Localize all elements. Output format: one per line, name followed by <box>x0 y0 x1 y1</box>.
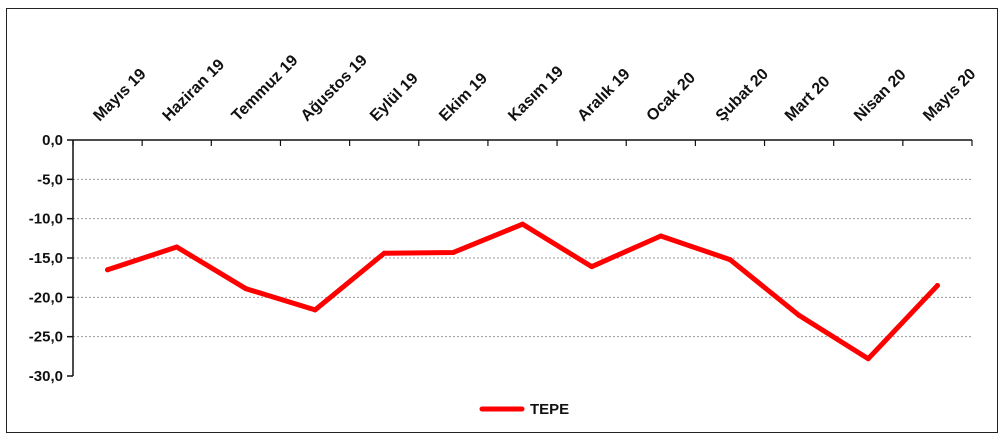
series-line-tepe <box>105 221 940 362</box>
legend-label: TEPE <box>530 401 569 418</box>
x-tick-label: Ekim 19 <box>436 70 491 125</box>
x-tick-label: Kasım 19 <box>505 63 567 125</box>
data-point <box>243 286 249 292</box>
x-tick-label: Aralık 19 <box>574 66 633 125</box>
x-tick-label: Haziran 19 <box>160 56 229 125</box>
data-point <box>450 249 456 255</box>
data-point <box>381 250 387 256</box>
y-tick-label: -10,0 <box>29 211 63 228</box>
data-point <box>934 283 940 289</box>
x-tick-label: Şubat 20 <box>713 66 772 125</box>
data-point <box>658 233 664 239</box>
y-tick-label: -5,0 <box>37 171 63 188</box>
y-tick-label: -20,0 <box>29 289 63 306</box>
x-tick-label: Mart 20 <box>782 73 834 125</box>
x-tick-label: Ağustos 19 <box>298 52 371 125</box>
x-tick-label: Temmuz 19 <box>229 52 302 125</box>
x-tick-label: Ocak 20 <box>644 69 699 124</box>
x-tick-label: Eylül 19 <box>367 70 422 125</box>
data-point <box>312 307 318 313</box>
x-tick-label: Mayıs 19 <box>90 66 149 125</box>
data-point <box>865 356 871 362</box>
y-tick-label: -30,0 <box>29 368 63 385</box>
data-point <box>727 257 733 263</box>
chart-frame <box>6 8 998 433</box>
data-point <box>589 264 595 270</box>
data-point <box>105 267 111 273</box>
data-point <box>174 244 180 250</box>
x-tick-label: Mayıs 20 <box>920 66 979 125</box>
data-point <box>520 221 525 227</box>
y-tick-label: -15,0 <box>29 250 63 267</box>
y-tick-label: -25,0 <box>29 329 63 346</box>
x-tick-label: Nisan 20 <box>851 66 910 125</box>
y-tick-label: 0,0 <box>42 132 63 149</box>
data-point <box>796 312 802 318</box>
